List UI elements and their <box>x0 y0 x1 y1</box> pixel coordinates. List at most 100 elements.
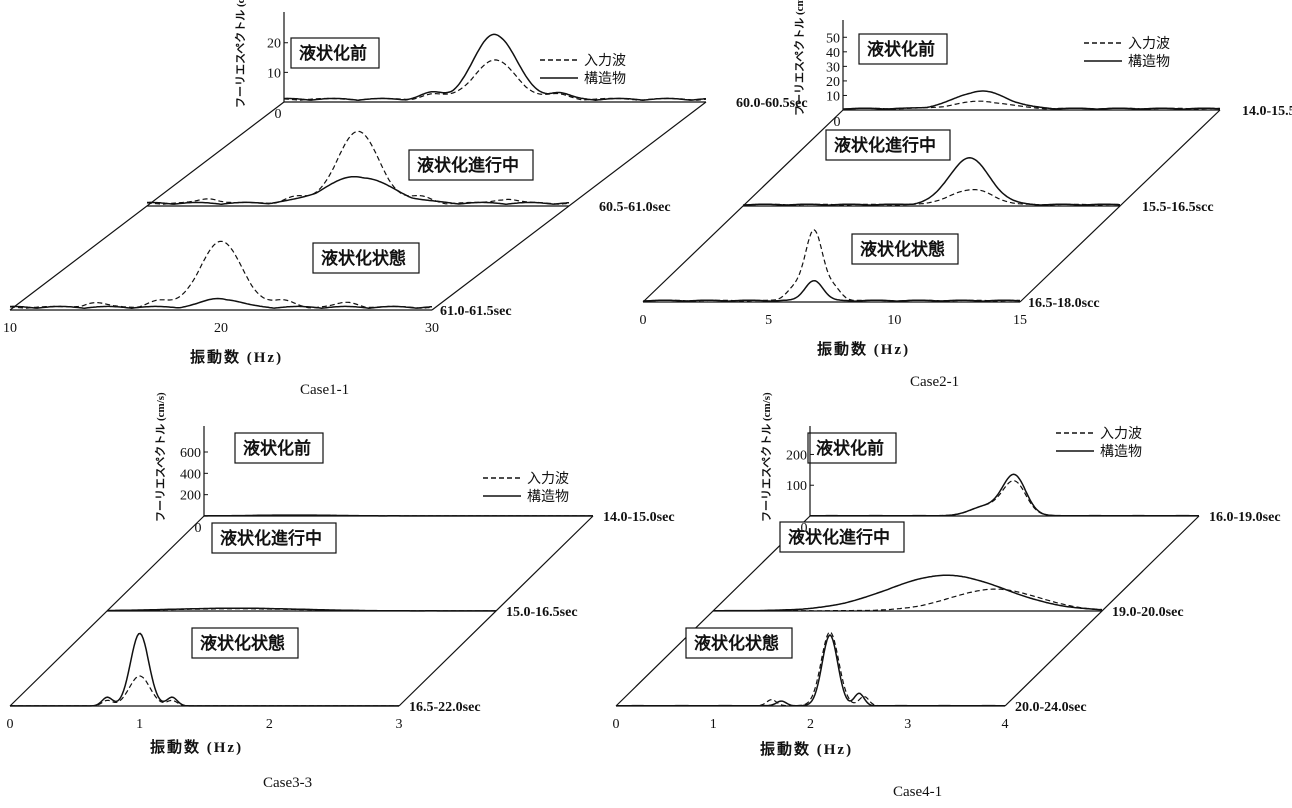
y-axis-title: フーリエスペクトル (cm/s) <box>154 392 167 522</box>
series-input-wave-line <box>810 479 1199 517</box>
x-tick-label: 3 <box>396 717 403 732</box>
y-tick-label: 200 <box>180 489 201 504</box>
series-structure-line <box>204 514 593 517</box>
series-input-wave-line <box>742 189 1120 206</box>
phase-label: 液状化前 <box>243 438 311 458</box>
phase-label: 液状化状態 <box>200 633 285 653</box>
time-window-label: 16.5-18.0scc <box>1028 296 1100 311</box>
x-tick-label: 0 <box>640 313 647 328</box>
x-tick-label: 3 <box>904 717 911 732</box>
x-tick-label: 5 <box>765 313 772 328</box>
phase-label-box <box>191 627 299 659</box>
series-structure-line <box>742 157 1121 206</box>
panel-caption: Case2-1 <box>910 374 959 390</box>
time-window-label: 61.0-61.5sec <box>440 304 512 319</box>
series-input-wave-line <box>616 631 1005 707</box>
legend-input-wave-label: 入力波 <box>527 471 569 487</box>
phase-label-box <box>290 37 380 69</box>
phase-label: 液状化進行中 <box>834 135 936 155</box>
phase-label-box <box>408 149 534 181</box>
layer-2: 60.5-61.0sec 液状化進行中 <box>146 130 671 215</box>
x-tick-label: 0 <box>613 717 620 732</box>
legend-input-wave-label: 入力波 <box>1128 36 1170 52</box>
layer-1: 14.0-15.0sec 液状化前 <box>204 432 675 525</box>
layer-1: 16.0-19.0sec 液状化前 <box>807 432 1281 525</box>
legend-structure-label: 構造物 <box>1100 444 1142 460</box>
layer-3: 61.0-61.5sec 液状化状態 <box>9 240 512 319</box>
series-structure-line <box>147 175 570 205</box>
phase-label-box <box>825 129 951 161</box>
x-axis-title: 振動数 (Hz) <box>760 740 853 758</box>
time-window-label: 15.5-16.5scc <box>1142 200 1214 215</box>
y-tick-label: 30 <box>826 60 840 75</box>
panel-case1-1: 60.0-60.5sec 液状化前 60.5-61.0sec 液状化進行中 61.0-6… <box>3 0 808 398</box>
phase-label-box <box>858 33 948 65</box>
legend-structure-label: 構造物 <box>584 71 626 87</box>
series-input-wave-line <box>146 130 570 205</box>
phase-label-box <box>779 521 905 553</box>
series-input-wave-line <box>642 229 1020 302</box>
phase-label: 液状化前 <box>299 43 367 63</box>
layer-1: 60.0-60.5sec 液状化前 <box>283 33 808 111</box>
y-tick-label: 600 <box>180 446 201 461</box>
y-origin-label: 0 <box>834 115 841 130</box>
layer-2: 15.0-16.5sec 液状化進行中 <box>107 522 578 620</box>
layer-3: 16.5-18.0scc 液状化状態 <box>642 229 1100 311</box>
series-structure-line <box>10 297 433 309</box>
y-origin-label: 0 <box>801 521 808 536</box>
legend-input-wave-label: 入力波 <box>584 53 626 69</box>
x-axis-title: 振動数 (Hz) <box>817 340 910 358</box>
x-tick-label: 20 <box>214 321 228 336</box>
phase-label-box <box>851 233 959 265</box>
series-structure-line <box>10 632 399 707</box>
series-input-wave-line <box>713 588 1102 612</box>
series-input-wave-line <box>10 675 399 707</box>
x-tick-label: 1 <box>136 717 143 732</box>
phase-label: 液状化進行中 <box>417 155 519 175</box>
phase-label: 液状化進行中 <box>220 528 322 548</box>
x-tick-label: 30 <box>425 321 439 336</box>
panel-case3-3: 14.0-15.0sec 液状化前 15.0-16.5sec 液状化進行中 16.5-2… <box>7 392 675 791</box>
time-window-label: 16.0-19.0sec <box>1209 510 1281 525</box>
y-axis-title: フーリエスペクトル (cm/s) <box>793 0 806 116</box>
y-tick-label: 10 <box>826 89 840 104</box>
layer-3: 20.0-24.0sec 液状化状態 <box>616 627 1087 715</box>
x-tick-label: 1 <box>710 717 717 732</box>
y-origin-label: 0 <box>195 521 202 536</box>
phase-label: 液状化状態 <box>321 248 406 268</box>
phase-label: 液状化前 <box>816 438 884 458</box>
layer-1: 14.0-15.5scc 液状化前 <box>842 33 1292 119</box>
layer-2: 15.5-16.5scc 液状化進行中 <box>742 129 1214 215</box>
time-window-label: 14.0-15.0sec <box>603 510 675 525</box>
time-window-label: 14.0-15.5scc <box>1242 104 1292 119</box>
x-tick-label: 2 <box>807 717 814 732</box>
y-axis-title: フーリエスペクトル (cm/s) <box>760 392 773 522</box>
legend-input-wave-label: 入力波 <box>1100 426 1142 442</box>
phase-label-box <box>211 522 337 554</box>
y-tick-label: 40 <box>826 46 840 61</box>
layer-3: 16.5-22.0sec 液状化状態 <box>10 627 481 715</box>
panel-caption: Case3-3 <box>263 775 312 791</box>
phase-label: 液状化状態 <box>860 239 945 259</box>
phase-label-box <box>807 432 897 464</box>
phase-label: 液状化状態 <box>694 633 779 653</box>
series-structure-line <box>842 90 1221 110</box>
series-structure-line <box>713 574 1103 612</box>
phase-label-box <box>312 242 420 274</box>
time-window-label: 20.0-24.0sec <box>1015 700 1087 715</box>
x-tick-label: 15 <box>1013 313 1027 328</box>
series-structure-line <box>107 607 496 612</box>
y-tick-label: 200 <box>786 448 807 463</box>
panel-caption: Case1-1 <box>300 382 349 398</box>
series-input-wave-line <box>9 240 433 309</box>
phase-label-box <box>685 627 793 659</box>
series-structure-line <box>284 33 707 101</box>
x-tick-label: 10 <box>887 313 901 328</box>
series-structure-line <box>642 279 1021 302</box>
time-window-label: 19.0-20.0sec <box>1112 605 1184 620</box>
panel-caption: Case4-1 <box>893 784 942 800</box>
y-origin-label: 0 <box>275 107 282 122</box>
time-window-label: 15.0-16.5sec <box>506 605 578 620</box>
legend-structure-label: 構造物 <box>1128 54 1170 70</box>
y-tick-label: 400 <box>180 467 201 482</box>
